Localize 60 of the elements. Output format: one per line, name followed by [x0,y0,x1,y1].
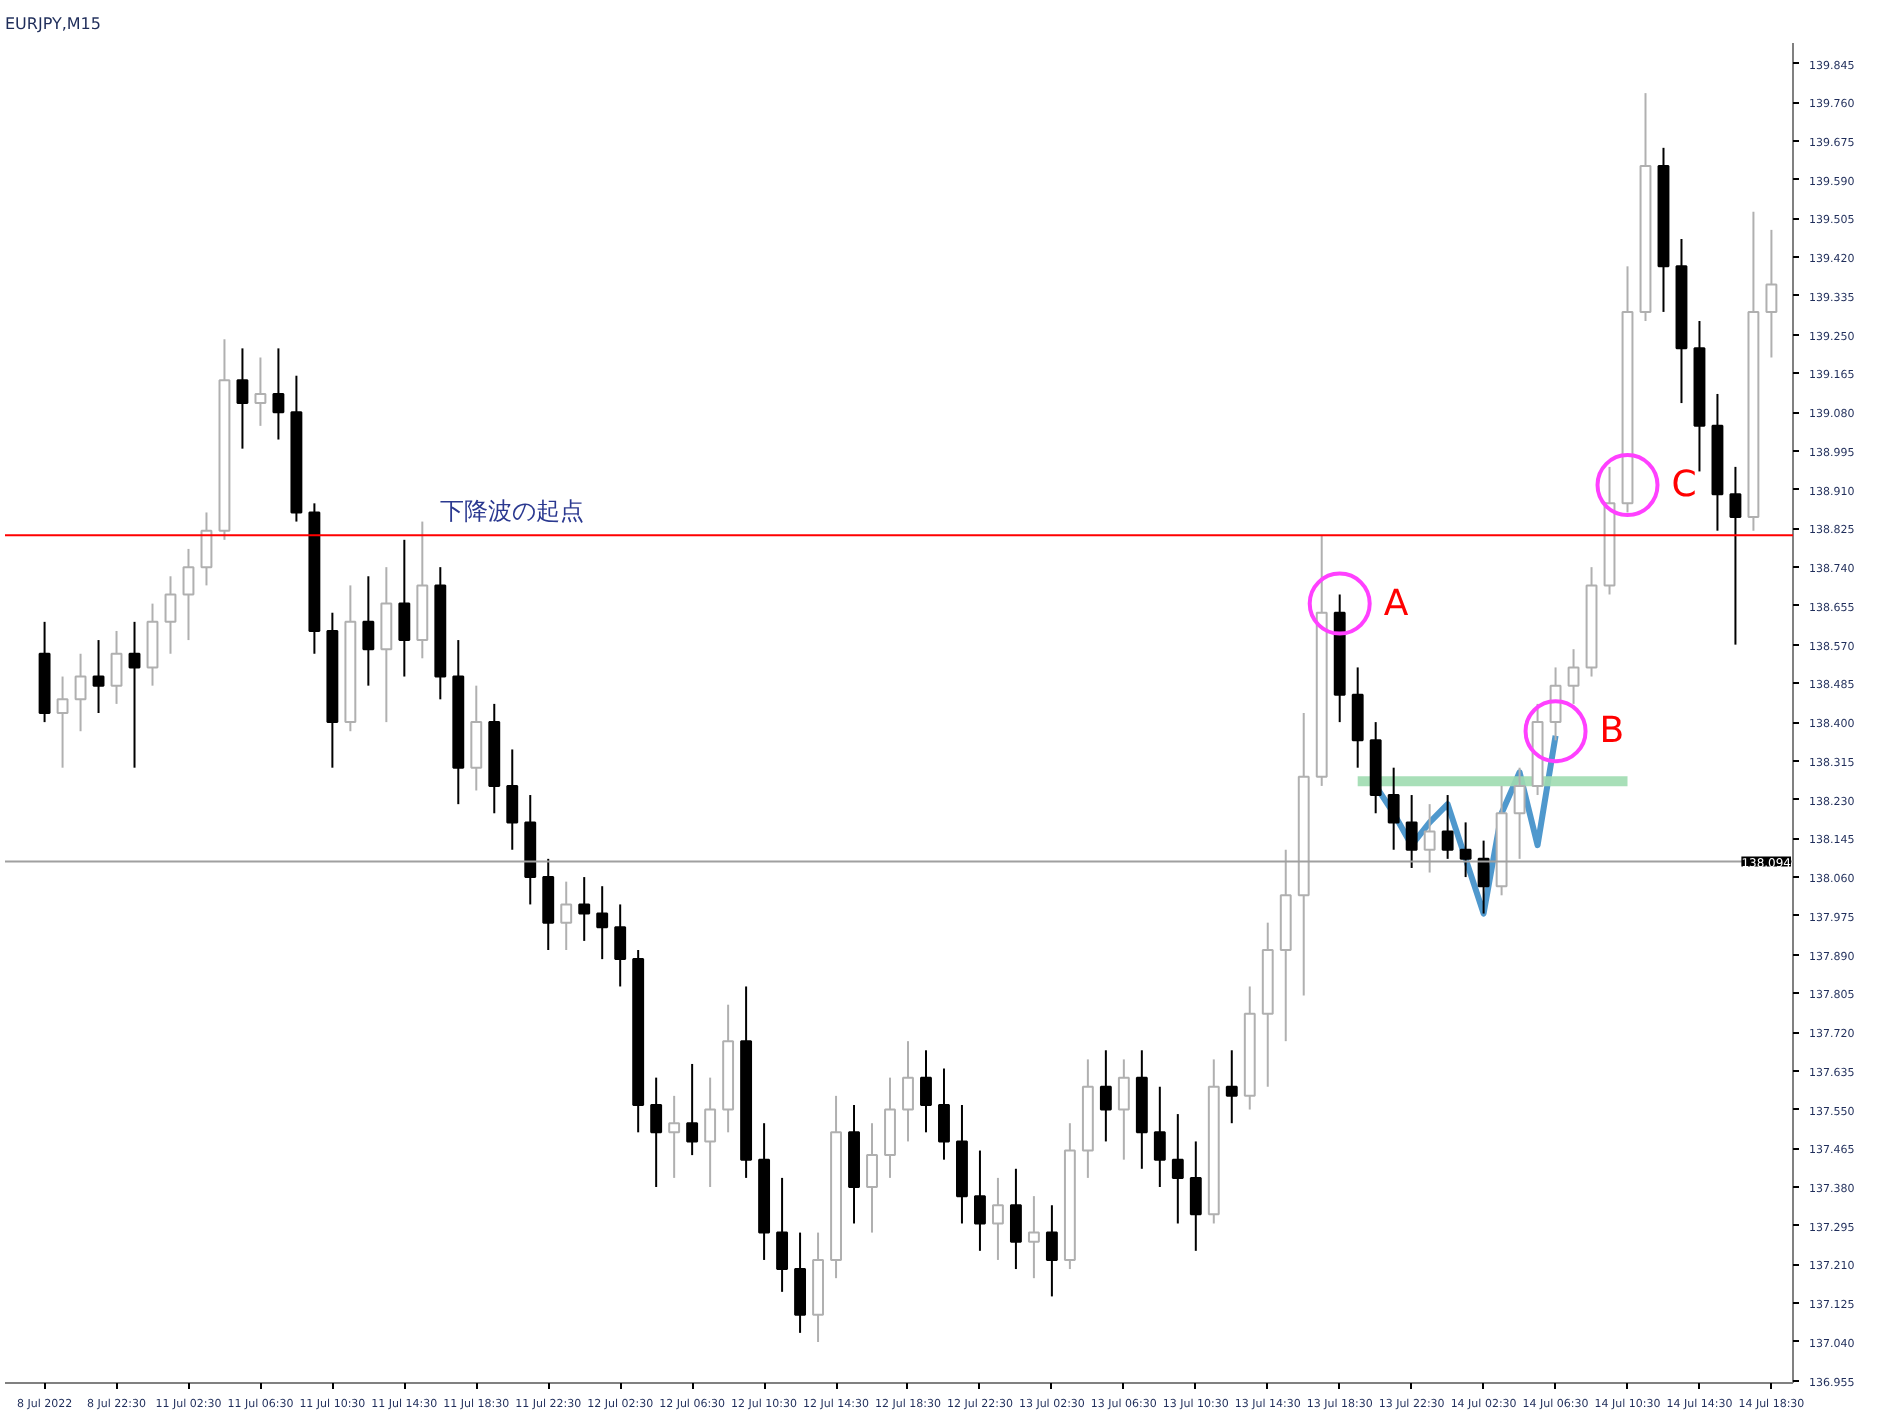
candlestick [578,876,591,942]
candlestick [974,1149,986,1252]
candlestick [398,538,411,678]
candlestick [686,1062,699,1157]
candlestick [1549,666,1562,742]
candlestick [542,857,555,952]
candlestick [1153,1085,1166,1189]
candlestick [128,620,141,769]
candlestick [506,748,519,851]
candlestick [938,1067,950,1161]
candlestick [1351,666,1364,769]
candlestick [164,575,177,655]
candlestick [146,602,159,687]
candlestick [614,903,627,988]
candlestick [470,684,483,792]
candlestick [74,652,87,733]
candlestick [1387,766,1400,851]
candlestick [596,885,609,961]
candlestick [110,629,123,705]
candlestick [254,356,267,427]
candlestick [1459,821,1472,879]
candlestick [1405,794,1418,869]
candlestick [1189,1140,1202,1252]
annotation: A [1383,582,1410,625]
candlestick [1027,1195,1040,1280]
candlestick [902,1040,914,1143]
candlestick [866,1122,878,1234]
annotation: C [1671,464,1697,507]
candlestick [380,566,393,724]
candlestick [794,1231,807,1334]
candlestick [560,880,573,952]
candlestick [650,1076,663,1189]
chart-title: EURJPY,M15 [5,15,101,33]
candlestick [1765,228,1778,359]
annotation: B [1599,710,1625,753]
candlestick [1045,1204,1058,1298]
candlestick [92,639,105,714]
candlestick [272,347,285,441]
ref-line-label: 下降波の起点 [440,497,585,526]
candlestick [776,1176,789,1293]
candlestick [920,1049,932,1134]
candlestick [236,347,249,450]
candlestick [1441,794,1454,860]
candlestick [1171,1113,1184,1225]
candlestick [884,1076,896,1179]
candlestick [991,1176,1004,1261]
candlestick [1423,803,1436,874]
candlestick [1567,648,1580,705]
candlestick [1477,839,1490,915]
candlestick [182,547,195,642]
candlestick [1729,465,1742,646]
candlestick [362,575,375,687]
candlestick [1117,1058,1130,1161]
candlestick [1513,766,1526,860]
candlestick [1225,1049,1238,1125]
candlestick [56,675,69,769]
candlestick [1009,1167,1022,1271]
candlestick [704,1076,717,1189]
candlestick [1099,1049,1112,1143]
candlestick [668,1094,681,1179]
